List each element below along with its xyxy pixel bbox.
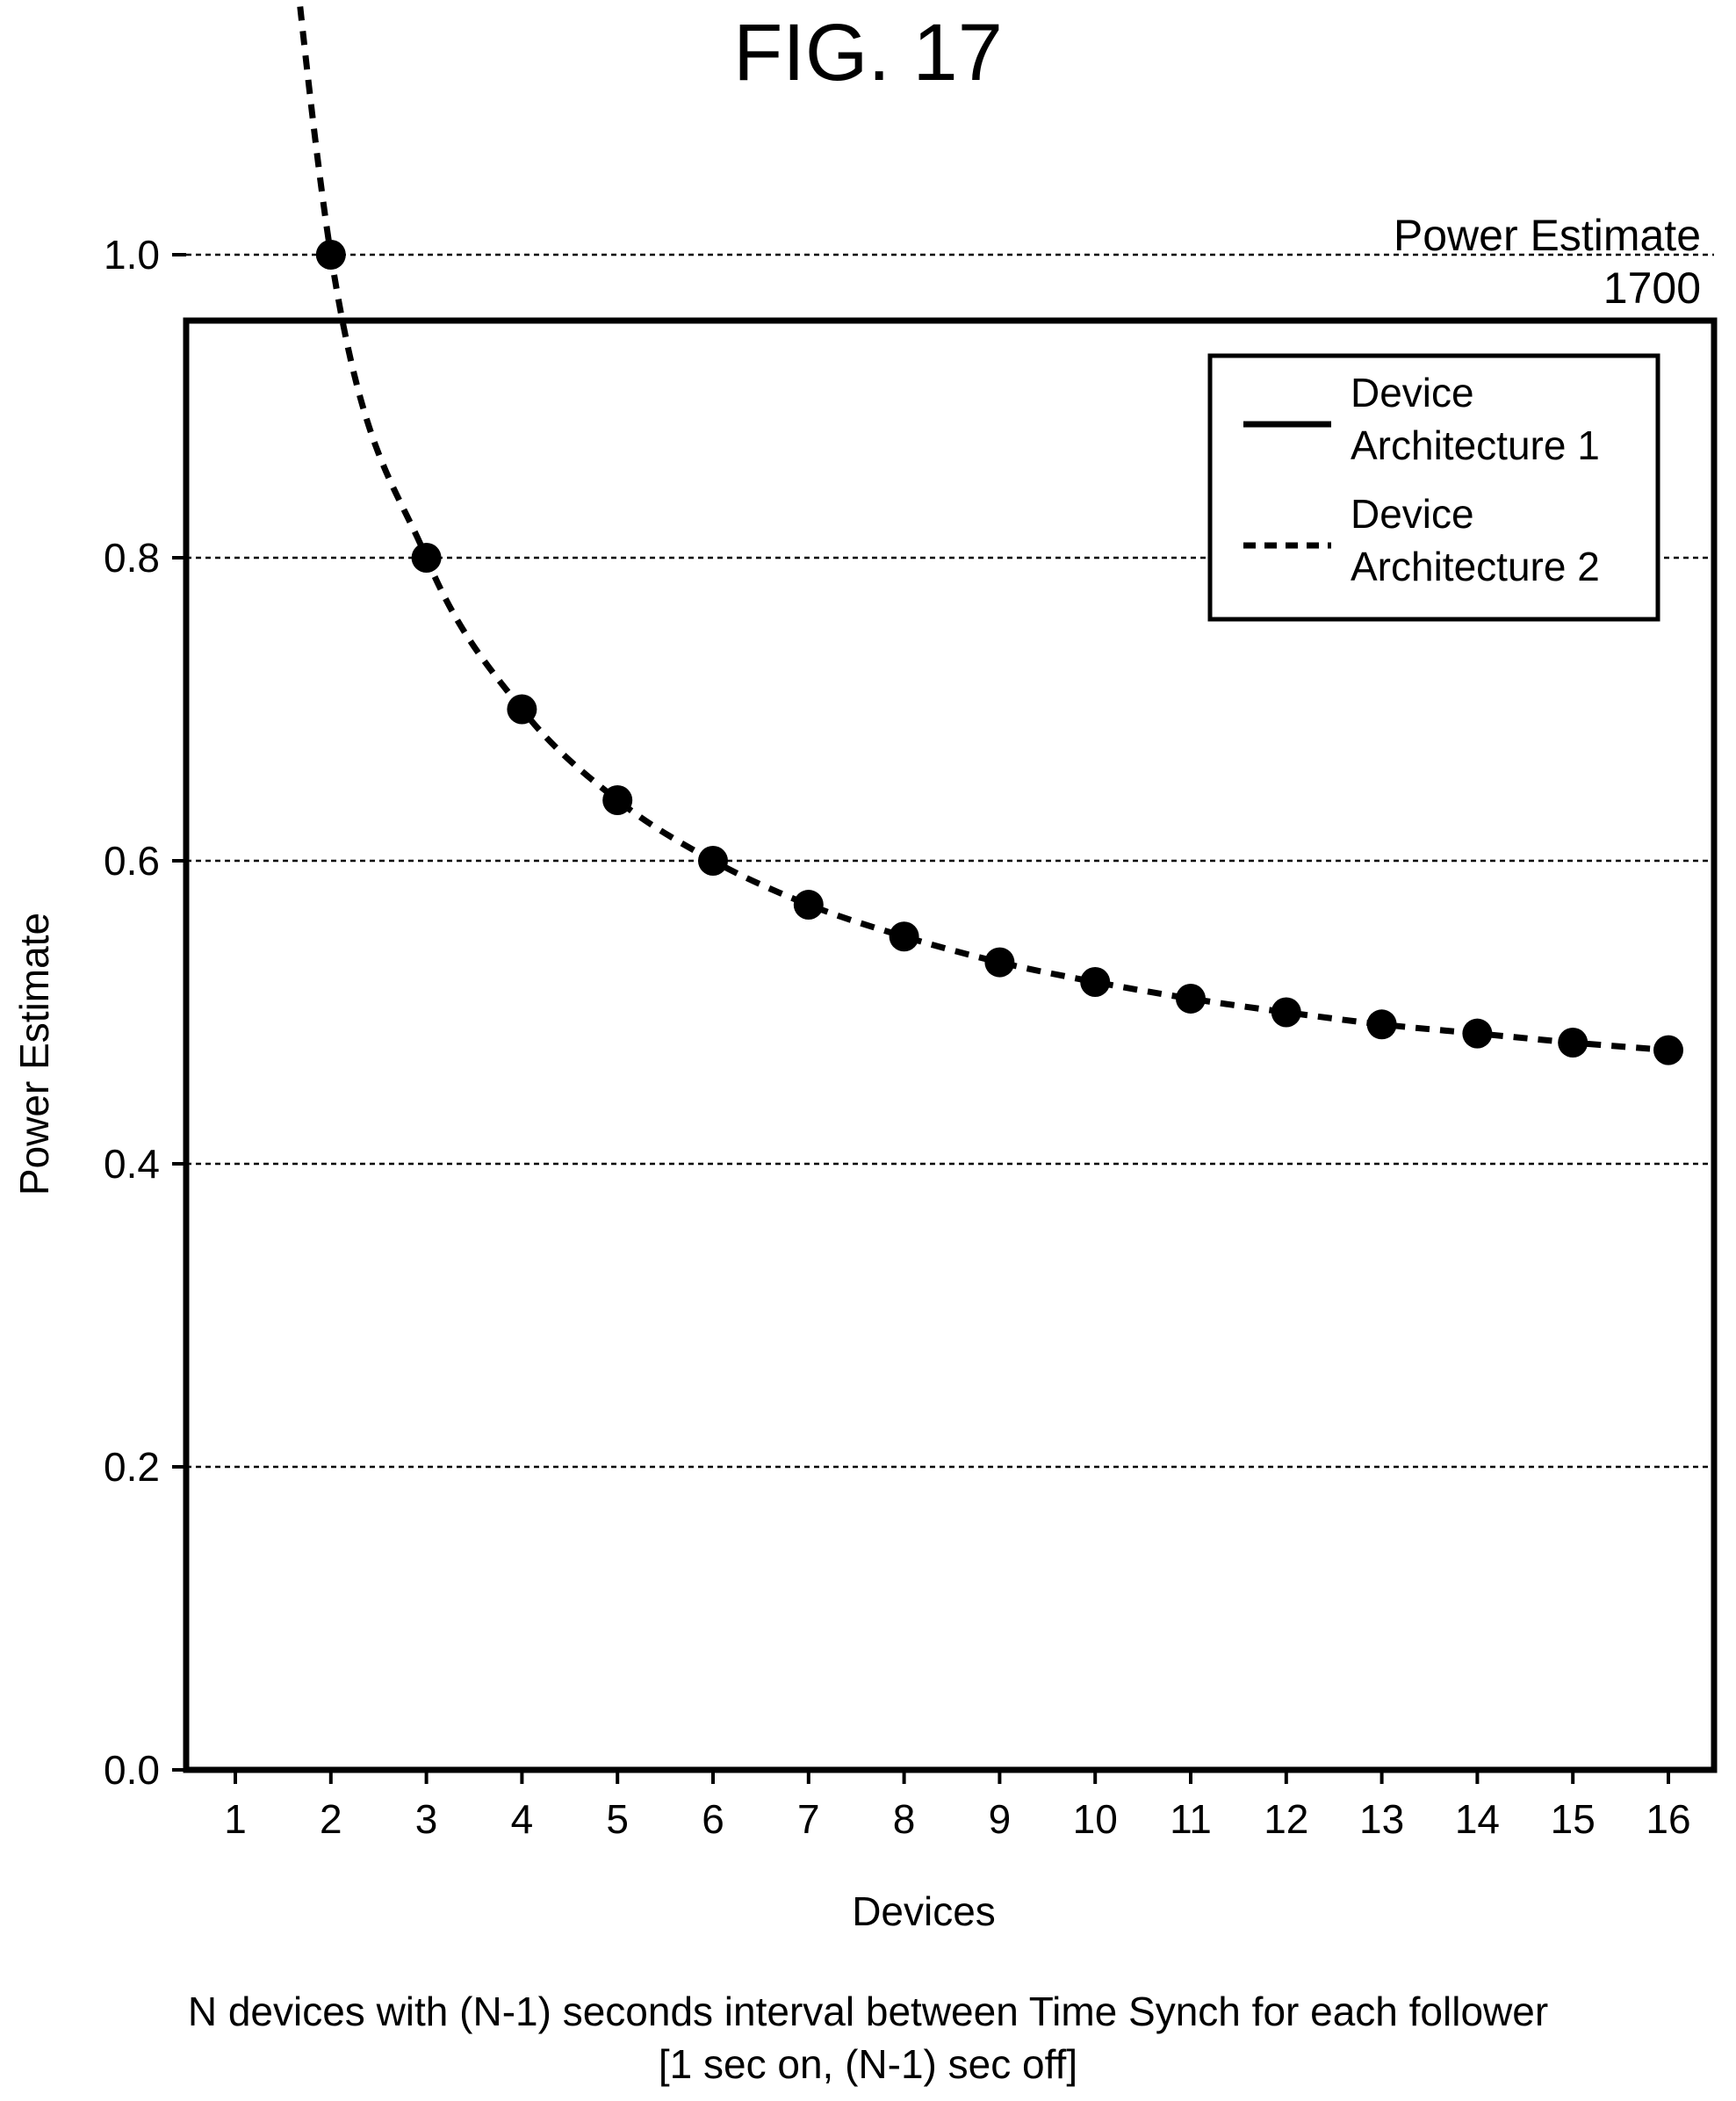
data-point-series-2 bbox=[984, 947, 1015, 978]
caption-line-1: N devices with (N-1) seconds interval be… bbox=[187, 1989, 1549, 2034]
data-point-series-2 bbox=[793, 890, 824, 921]
x-tick-label: 13 bbox=[1359, 1796, 1404, 1842]
data-point-series-2 bbox=[1653, 1035, 1683, 1065]
y-tick-label: 0.2 bbox=[104, 1444, 160, 1490]
y-tick-label: 0.0 bbox=[104, 1747, 160, 1793]
caption-line-2: [1 sec on, (N-1) sec off] bbox=[658, 2041, 1078, 2087]
legend-label-1: Architecture 1 bbox=[1351, 422, 1600, 468]
x-tick-label: 9 bbox=[989, 1796, 1012, 1842]
x-tick-label: 7 bbox=[797, 1796, 820, 1842]
figure-title: FIG. 17 bbox=[733, 8, 1003, 97]
x-tick-label: 3 bbox=[415, 1796, 438, 1842]
legend: Device Architecture 1 Device Architecture 2 bbox=[1207, 353, 1660, 622]
data-point-series-2 bbox=[507, 694, 537, 725]
legend-box bbox=[1207, 353, 1660, 622]
y-axis-label: Power Estimate bbox=[11, 913, 57, 1195]
figure-reference-label: Power Estimate 1700 bbox=[1394, 209, 1701, 314]
figure-caption: N devices with (N-1) seconds interval be… bbox=[0, 1985, 1736, 2090]
x-tick-label: 2 bbox=[320, 1796, 342, 1842]
y-tick-label: 1.0 bbox=[104, 232, 160, 278]
series-group bbox=[296, 0, 1683, 1065]
data-point-series-2 bbox=[602, 785, 633, 815]
data-point-series-2 bbox=[1080, 967, 1111, 997]
data-point-series-2 bbox=[1462, 1018, 1493, 1049]
x-tick-label: 5 bbox=[606, 1796, 629, 1842]
x-tick-label: 6 bbox=[702, 1796, 724, 1842]
x-axis-label: Devices bbox=[852, 1888, 996, 1934]
legend-label-2: Architecture 2 bbox=[1351, 544, 1600, 589]
data-point-series-2 bbox=[411, 543, 442, 573]
plot-frame bbox=[183, 317, 1718, 1773]
data-point-series-2 bbox=[1366, 1009, 1397, 1040]
x-tick-label: 10 bbox=[1073, 1796, 1118, 1842]
reference-title: Power Estimate bbox=[1393, 211, 1701, 260]
axes: 0.00.20.40.60.81.01.21.41.61.81234567891… bbox=[104, 232, 1691, 1842]
data-point-series-2 bbox=[889, 921, 919, 952]
x-tick-label: 15 bbox=[1551, 1796, 1596, 1842]
data-point-series-2 bbox=[315, 240, 346, 270]
y-tick-label: 0.6 bbox=[104, 838, 160, 884]
x-tick-label: 12 bbox=[1264, 1796, 1308, 1842]
legend-label-2: Device bbox=[1351, 491, 1474, 537]
x-tick-label: 8 bbox=[893, 1796, 916, 1842]
y-tick-label: 0.4 bbox=[104, 1141, 160, 1187]
data-point-series-2 bbox=[1558, 1028, 1588, 1058]
x-tick-label: 11 bbox=[1170, 1796, 1212, 1842]
series-line-2 bbox=[296, 0, 1669, 1054]
x-tick-label: 1 bbox=[224, 1796, 247, 1842]
reference-number: 1700 bbox=[1603, 264, 1701, 313]
grid-lines bbox=[186, 253, 1714, 1469]
legend-label-1: Device bbox=[1351, 370, 1474, 415]
data-point-series-2 bbox=[1271, 997, 1301, 1028]
x-tick-label: 14 bbox=[1455, 1796, 1500, 1842]
y-tick-label: 0.8 bbox=[104, 535, 160, 581]
x-tick-label: 4 bbox=[511, 1796, 534, 1842]
data-point-series-2 bbox=[698, 846, 728, 876]
data-point-series-2 bbox=[1176, 983, 1206, 1014]
x-tick-label: 16 bbox=[1646, 1796, 1690, 1842]
